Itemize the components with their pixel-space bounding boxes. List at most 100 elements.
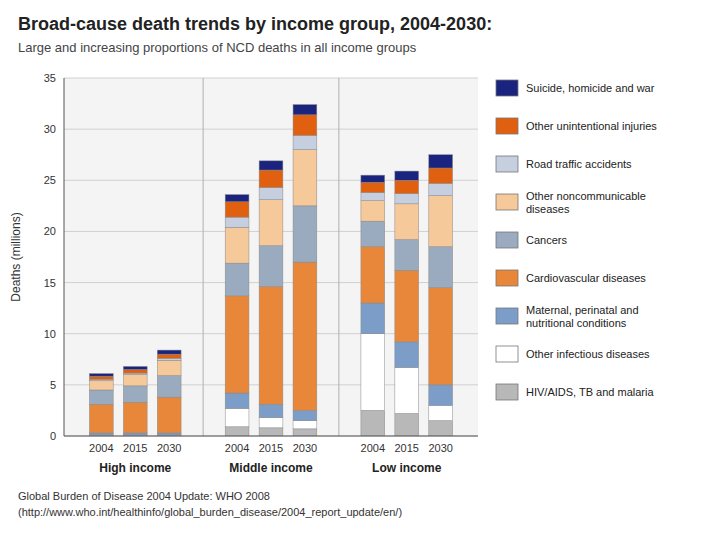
group-separator xyxy=(203,78,204,436)
bar-segment xyxy=(157,360,181,375)
plot-background xyxy=(64,78,478,436)
bar-segment xyxy=(395,194,419,204)
legend-swatch xyxy=(496,384,518,400)
bar-segment xyxy=(123,402,147,433)
y-tick-label: 5 xyxy=(50,379,56,391)
bar-segment xyxy=(259,246,283,287)
x-tick-label: 2030 xyxy=(428,442,452,454)
subtitle: Large and increasing proportions of NCD … xyxy=(18,40,417,55)
group-separator xyxy=(338,78,339,436)
legend-swatch xyxy=(496,346,518,362)
group-label: Low income xyxy=(372,461,442,475)
bar-segment xyxy=(259,161,283,170)
y-tick-label: 10 xyxy=(44,328,56,340)
bar-segment xyxy=(293,410,317,420)
bar-segment xyxy=(361,201,385,221)
legend-label: Other unintentional injuries xyxy=(526,120,657,132)
bar-segment xyxy=(89,381,113,390)
legend-label: Cancers xyxy=(526,234,567,246)
bar-segment xyxy=(157,376,181,397)
legend-label: Suicide, homicide and war xyxy=(526,82,655,94)
legend-label-line: Suicide, homicide and war xyxy=(526,82,655,94)
bar-segment xyxy=(293,421,317,429)
bar-segment xyxy=(157,358,181,360)
y-axis-label: Deaths (millions) xyxy=(9,212,23,301)
grid-line xyxy=(64,436,478,437)
legend-label: Road traffic accidents xyxy=(526,158,632,170)
x-tick-label: 2015 xyxy=(259,442,283,454)
bar-segment xyxy=(361,175,385,182)
bar-segment xyxy=(157,354,181,358)
bar-segment xyxy=(395,204,419,240)
bar-segment xyxy=(89,390,113,404)
bar-segment xyxy=(225,202,249,217)
y-tick-label: 0 xyxy=(50,430,56,442)
legend-label: HIV/AIDS, TB and malaria xyxy=(526,386,654,398)
bar-segment xyxy=(293,262,317,410)
bar-segment xyxy=(361,182,385,192)
grid-line xyxy=(64,78,478,79)
bar-segment xyxy=(259,287,283,405)
bar-segment xyxy=(361,221,385,247)
bar-segment xyxy=(123,370,147,374)
legend-label-line: Maternal, perinatal and xyxy=(526,304,639,316)
bar-segment xyxy=(361,303,385,334)
bar-segment xyxy=(225,217,249,227)
bar-segment xyxy=(123,366,147,369)
x-tick-label: 2004 xyxy=(89,442,113,454)
bar-segment xyxy=(395,270,419,342)
y-tick-label: 20 xyxy=(44,225,56,237)
bar-segment xyxy=(259,187,283,199)
x-axis xyxy=(64,436,478,437)
bar-segment xyxy=(225,427,249,436)
legend-swatch xyxy=(496,156,518,172)
bar-segment xyxy=(361,334,385,411)
bar-segment xyxy=(225,263,249,296)
bar-segment xyxy=(123,433,147,435)
bar-segment xyxy=(429,247,453,288)
bar-segment xyxy=(89,404,113,433)
y-tick-label: 35 xyxy=(44,72,56,84)
bar-segment xyxy=(225,393,249,408)
bar-segment xyxy=(89,374,113,377)
bar-segment xyxy=(89,433,113,435)
legend-label: Maternal, perinatal andnutritional condi… xyxy=(526,304,639,329)
bar-segment xyxy=(89,376,113,379)
source-note: (http://www.who.int/healthinfo/global_bu… xyxy=(18,506,402,518)
legend-label-line: diseases xyxy=(526,203,570,215)
bar-segment xyxy=(157,433,181,435)
bar-segment xyxy=(429,155,453,168)
bar-segment xyxy=(293,135,317,149)
bar-segment xyxy=(157,397,181,433)
legend-label-line: HIV/AIDS, TB and malaria xyxy=(526,386,654,398)
y-tick-label: 15 xyxy=(44,277,56,289)
bar-segment xyxy=(293,150,317,206)
x-tick-label: 2004 xyxy=(361,442,385,454)
group-label: High income xyxy=(99,461,171,475)
legend-swatch xyxy=(496,80,518,96)
bar-segment xyxy=(395,171,419,180)
bar-segment xyxy=(429,168,453,183)
y-grid xyxy=(64,78,478,436)
bar-segment xyxy=(429,405,453,420)
bar-segment xyxy=(225,296,249,393)
x-tick-label: 2030 xyxy=(293,442,317,454)
legend: Suicide, homicide and war Other unintenti… xyxy=(496,80,657,400)
legend-swatch xyxy=(496,308,518,324)
bar-segment xyxy=(225,195,249,202)
x-tick-label: 2015 xyxy=(123,442,147,454)
legend-label-line: Cardiovascular diseases xyxy=(526,272,646,284)
bar-segment xyxy=(429,196,453,247)
y-axis xyxy=(64,78,65,436)
legend-label-line: Other noncommunicable xyxy=(526,190,646,202)
legend-label: Cardiovascular diseases xyxy=(526,272,646,284)
bar-segment xyxy=(361,247,385,303)
bar-segment xyxy=(259,170,283,187)
group-label: Middle income xyxy=(229,461,313,475)
legend-label: Other noncommunicablediseases xyxy=(526,190,646,215)
bar-segment xyxy=(293,115,317,135)
legend-label-line: Other unintentional injuries xyxy=(526,120,657,132)
title: Broad-cause death trends by income group… xyxy=(18,14,492,34)
bar-segment xyxy=(361,193,385,201)
bar-segment xyxy=(259,404,283,417)
